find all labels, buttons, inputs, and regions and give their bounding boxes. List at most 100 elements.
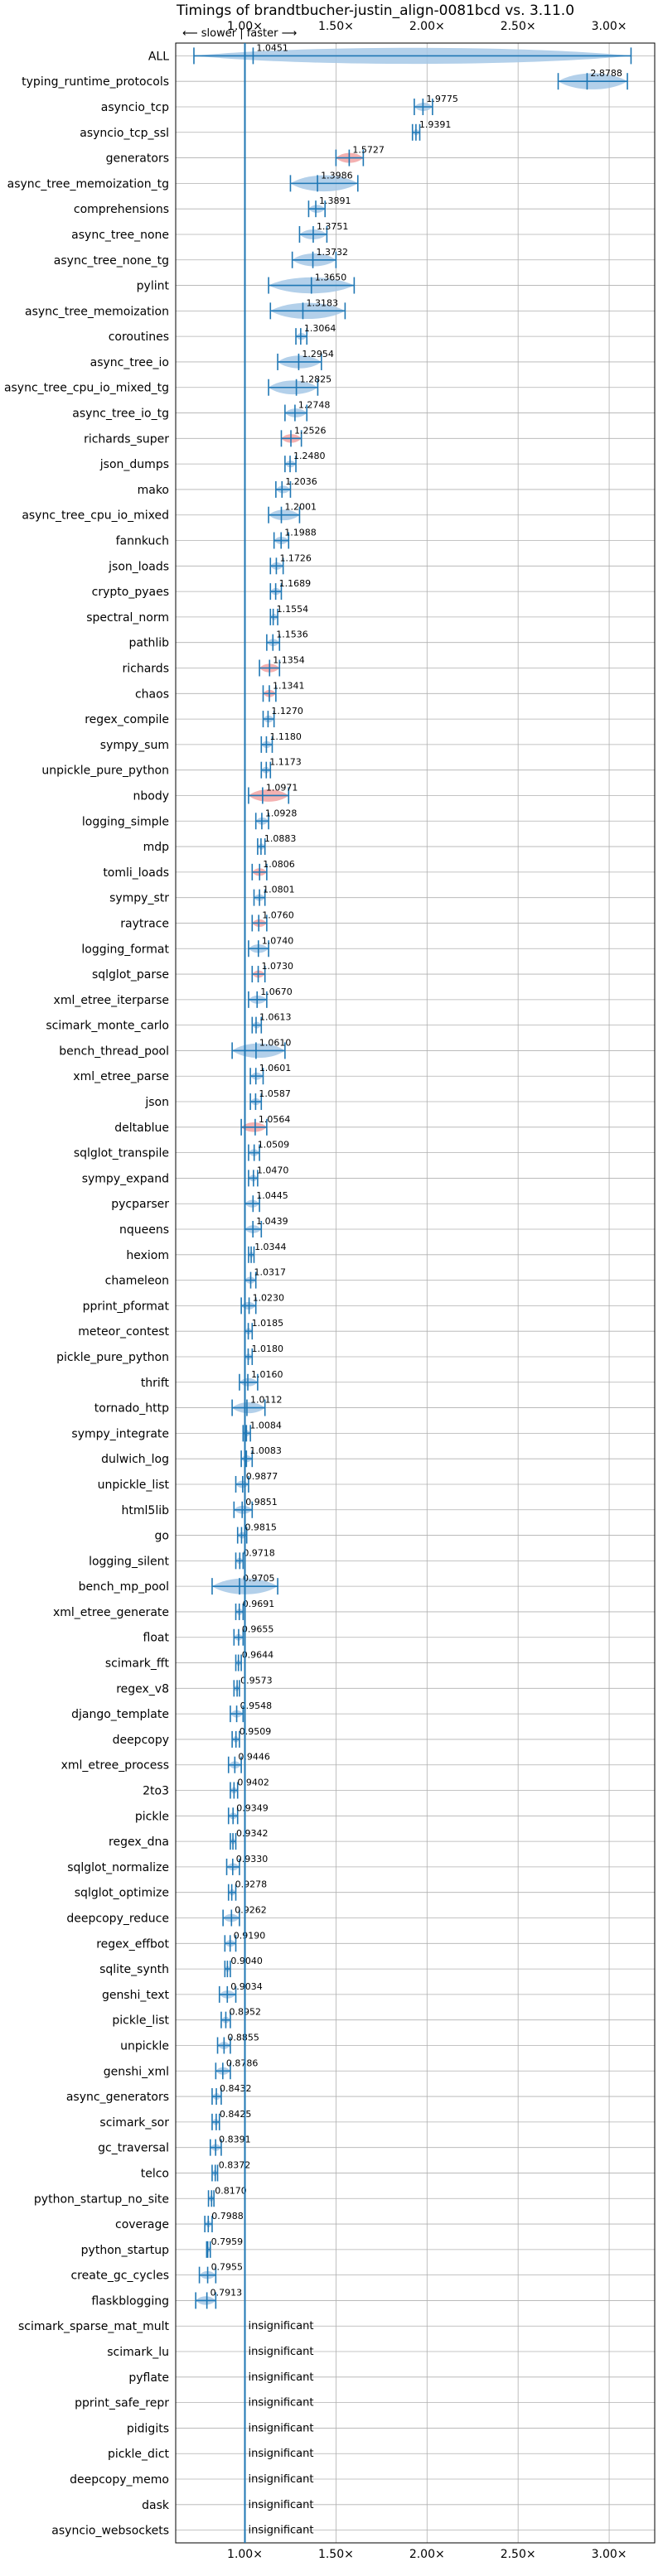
benchmark-label: asyncio_tcp_ssl (80, 127, 169, 140)
insignificant-label: insignificant (249, 2525, 314, 2537)
benchmark-label: deepcopy_reduce (66, 1913, 169, 1926)
value-label: 1.0084 (249, 1420, 282, 1430)
insignificant-label: insignificant (249, 2397, 314, 2410)
benchmark-label: async_tree_io_tg (72, 408, 169, 421)
plot-frame (175, 42, 656, 2544)
value-label: 1.9391 (419, 119, 452, 130)
value-label: 1.9775 (426, 94, 458, 104)
x-tick-label-bottom: 2.50× (501, 2548, 536, 2561)
value-label: 0.9402 (237, 1778, 269, 1788)
benchmark-label: mdp (143, 841, 170, 854)
benchmark-label: logging_format (81, 943, 169, 956)
benchmark-label: telco (141, 2167, 169, 2180)
insignificant-label: insignificant (249, 2320, 314, 2332)
value-label: 0.9718 (243, 1547, 275, 1558)
value-label: 1.0112 (250, 1395, 283, 1406)
benchmark-label: async_tree_cpu_io_mixed (22, 509, 169, 523)
insignificant-label: insignificant (249, 2499, 314, 2511)
benchmark-label: async_tree_none_tg (54, 254, 169, 268)
insignificant-label: insignificant (249, 2346, 314, 2358)
value-label: 1.0587 (259, 1088, 291, 1099)
value-label: 0.7955 (211, 2262, 243, 2273)
value-label: 0.9262 (235, 1905, 267, 1916)
benchmark-label: typing_runtime_protocols (22, 75, 169, 89)
benchmark-label: coroutines (109, 330, 169, 344)
value-label: 1.0610 (259, 1037, 292, 1048)
benchmark-label: sympy_str (109, 892, 169, 905)
value-label: 1.0160 (251, 1369, 283, 1380)
benchmark-label: sqlite_synth (99, 1963, 169, 1976)
value-label: 1.1354 (273, 655, 305, 666)
benchmark-label: sympy_expand (82, 1172, 169, 1185)
value-label: 1.1173 (269, 757, 302, 768)
value-label: 1.2001 (284, 502, 317, 513)
benchmark-label: float (143, 1632, 170, 1645)
benchmark-label: unpickle_list (98, 1479, 170, 1492)
value-label: 1.3732 (317, 247, 349, 258)
value-label: 0.9446 (238, 1752, 270, 1763)
benchmark-label: nqueens (119, 1223, 169, 1237)
x-tick-label-top: 3.00× (592, 20, 627, 33)
benchmark-label: go (155, 1530, 169, 1543)
benchmark-label: pprint_pformat (83, 1300, 170, 1313)
benchmark-label: ALL (148, 50, 169, 63)
value-label: 1.0445 (256, 1190, 288, 1201)
label-layer: ALL 1.0451 typing_runtime_protocols 2.8788 a… (4, 42, 622, 2537)
benchmark-label: logging_simple (82, 815, 169, 828)
benchmark-label: tornado_http (94, 1402, 169, 1416)
value-label: 0.8170 (215, 2185, 247, 2196)
benchmark-label: dask (142, 2499, 170, 2512)
benchmark-label: create_gc_cycles (70, 2270, 169, 2283)
value-label: 1.0564 (259, 1114, 291, 1125)
value-label: 1.3986 (321, 170, 353, 181)
value-label: 1.2526 (294, 425, 327, 436)
benchmark-label: mako (138, 484, 169, 497)
value-label: 0.7959 (211, 2236, 244, 2247)
benchmark-label: bench_mp_pool (79, 1580, 169, 1594)
benchmark-label: sympy_sum (100, 739, 169, 752)
benchmark-label: logging_silent (89, 1555, 169, 1568)
benchmark-label: sqlglot_normalize (67, 1861, 169, 1874)
benchmark-label: xml_etree_process (61, 1759, 169, 1773)
benchmark-label: pickle_list (112, 2014, 169, 2028)
benchmark-label: richards (123, 663, 170, 676)
value-label: 1.0670 (260, 987, 293, 997)
value-label: 1.2480 (293, 451, 326, 461)
benchmark-label: async_generators (66, 2091, 169, 2104)
x-tick-label-top: 1.00× (227, 20, 263, 33)
benchmark-label: deltablue (114, 1122, 169, 1135)
x-tick-labels-bottom: 1.00× 1.50× 2.00× 2.50× 3.00× (227, 2548, 627, 2561)
value-label: 1.0760 (262, 909, 294, 920)
value-label: 1.0928 (265, 808, 298, 818)
benchmark-label: hexiom (126, 1249, 169, 1262)
value-label: 0.9644 (242, 1650, 274, 1661)
benchmark-label: pprint_safe_repr (75, 2397, 169, 2410)
x-tick-label-top: 2.00× (409, 20, 445, 33)
benchmark-label: xml_etree_iterparse (54, 994, 169, 1007)
benchmark-label: flaskblogging (91, 2294, 169, 2308)
value-label: 1.2825 (300, 374, 332, 385)
value-label: 1.0806 (263, 859, 295, 870)
benchmark-label: async_tree_memoization (25, 305, 169, 318)
benchmark-label: comprehensions (74, 203, 169, 216)
benchmark-label: spectral_norm (86, 611, 169, 625)
benchmark-label: unpickle (120, 2039, 169, 2053)
value-label: 1.1270 (271, 706, 303, 716)
value-label: 0.9190 (234, 1930, 266, 1941)
benchmark-label: sympy_integrate (71, 1427, 169, 1440)
benchmark-label: deepcopy (113, 1734, 169, 1747)
benchmark-label: scimark_sparse_mat_mult (18, 2320, 169, 2333)
value-label: 1.0971 (266, 782, 298, 793)
benchmark-label: richards_super (84, 432, 169, 446)
value-label: 0.9034 (230, 1981, 263, 1992)
benchmark-label: pyflate (128, 2371, 169, 2385)
value-label: 1.0185 (252, 1318, 284, 1329)
value-label: 1.0344 (254, 1242, 287, 1252)
benchmark-label: pickle (135, 1810, 169, 1823)
benchmark-label: deepcopy_memo (70, 2473, 169, 2487)
benchmark-label: raytrace (120, 917, 169, 930)
benchmark-label: genshi_text (102, 1989, 170, 2002)
value-label: 0.9655 (242, 1624, 274, 1635)
value-label: 0.9349 (236, 1802, 269, 1813)
value-label: 0.9040 (230, 1956, 263, 1966)
